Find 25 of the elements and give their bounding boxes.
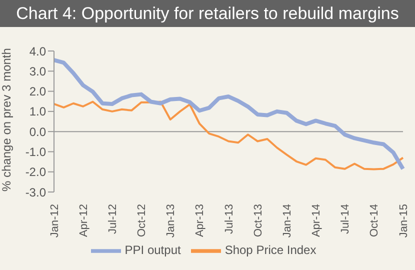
- x-tick-label: Apr-13: [194, 204, 206, 238]
- chart-title: Chart 4: Opportunity for retailers to rebuild margins: [0, 0, 415, 27]
- x-tick-label: Jan-15: [398, 204, 410, 238]
- y-tick-label: 2.0: [29, 84, 46, 99]
- x-tick-label: Jan-13: [165, 204, 178, 238]
- x-tick-label: Jul-12: [106, 204, 119, 234]
- x-tick-label: Jan-12: [48, 204, 61, 238]
- y-tick-label: 1.0: [29, 104, 46, 119]
- x-tick-label: Oct-13: [252, 204, 264, 238]
- y-tick-label: 4.0: [29, 44, 46, 58]
- x-tick-label: Apr-14: [310, 204, 323, 238]
- x-tick-label: Apr-12: [78, 204, 90, 238]
- y-axis-title: % change on prev 3 month: [0, 48, 14, 192]
- y-tick-label: -1.0: [25, 144, 46, 159]
- y-tick-label: 0.0: [29, 124, 46, 139]
- y-tick-label: -3.0: [25, 185, 46, 200]
- legend-label: Shop Price Index: [224, 243, 316, 258]
- x-tick-label: Jul-14: [340, 204, 352, 234]
- legend-label: PPI output: [124, 243, 181, 258]
- y-tick-label: 3.0: [29, 64, 46, 78]
- y-tick-label: -2.0: [25, 165, 46, 180]
- x-tick-label: Jul-13: [223, 204, 236, 234]
- x-tick-label: Jan-14: [281, 204, 294, 238]
- x-tick-label: Oct-14: [368, 204, 381, 238]
- x-tick-label: Oct-12: [136, 204, 148, 238]
